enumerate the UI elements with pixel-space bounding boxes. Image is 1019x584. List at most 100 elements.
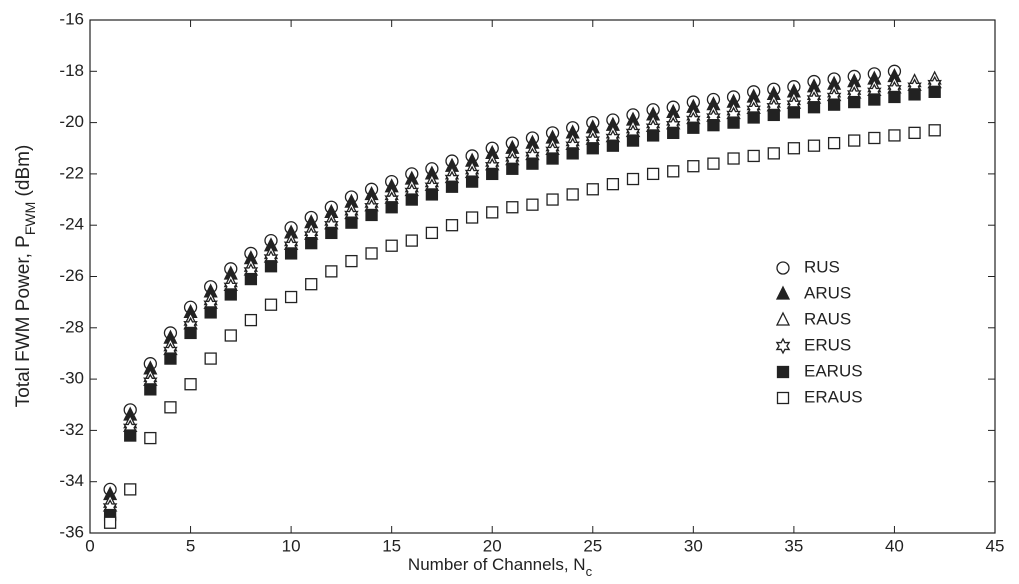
- x-tick-label: 45: [986, 536, 1005, 555]
- point: [365, 208, 378, 222]
- point: [767, 108, 780, 122]
- point: [164, 401, 177, 414]
- point: [526, 198, 539, 211]
- point: [546, 152, 559, 165]
- point: [305, 237, 318, 250]
- x-tick-label: 30: [684, 536, 703, 555]
- point: [325, 226, 338, 240]
- point: [727, 152, 740, 165]
- point: [888, 90, 901, 104]
- point: [707, 157, 720, 170]
- point: [928, 85, 941, 98]
- y-tick-label: -20: [59, 112, 84, 131]
- legend-label: EARUS: [804, 361, 863, 380]
- point: [546, 193, 559, 206]
- point: [124, 429, 137, 442]
- point: [224, 288, 237, 301]
- point: [365, 247, 378, 260]
- point: [264, 298, 278, 311]
- y-tick-label: -36: [59, 522, 84, 541]
- point: [124, 483, 137, 496]
- point: [827, 136, 841, 150]
- y-tick-label: -34: [59, 471, 84, 490]
- legend-symbol: [776, 261, 790, 275]
- point: [727, 116, 740, 129]
- point: [787, 142, 801, 155]
- y-tick-label: -32: [59, 420, 84, 439]
- point: [807, 139, 821, 152]
- y-tick-label: -16: [59, 9, 84, 28]
- point: [486, 167, 499, 181]
- point: [445, 180, 459, 193]
- point: [103, 516, 117, 529]
- point: [345, 254, 358, 268]
- point: [868, 131, 881, 145]
- point: [465, 175, 479, 188]
- point: [586, 183, 599, 196]
- legend-label: ERAUS: [804, 387, 863, 406]
- point: [566, 147, 579, 160]
- legend-symbol: [776, 365, 790, 379]
- point: [224, 329, 237, 342]
- y-tick-label: -28: [59, 317, 84, 336]
- point: [244, 313, 258, 327]
- legend-symbol: [775, 311, 791, 326]
- x-axis-label-text: Number of Channels, N: [408, 555, 586, 574]
- point: [626, 172, 640, 186]
- point: [807, 101, 821, 114]
- y-axis-label: Total FWM Power, PFWM (dBm): [13, 145, 38, 408]
- point: [747, 149, 760, 163]
- point: [144, 383, 157, 396]
- point: [888, 129, 901, 142]
- point: [827, 98, 841, 111]
- point: [164, 352, 177, 365]
- point: [687, 160, 700, 173]
- point: [204, 352, 217, 365]
- point: [908, 126, 921, 140]
- point: [868, 93, 881, 106]
- legend-symbol: [775, 285, 791, 300]
- point: [284, 247, 298, 260]
- x-tick-label: 40: [885, 536, 904, 555]
- point: [687, 121, 700, 134]
- x-tick-label: 5: [186, 536, 195, 555]
- point: [284, 290, 298, 304]
- x-tick-label: 0: [85, 536, 94, 555]
- point: [606, 178, 620, 191]
- y-tick-label: -26: [59, 266, 84, 285]
- point: [264, 260, 278, 273]
- y-axis-label-sub: FWM: [22, 202, 38, 235]
- x-axis-label-sub: c: [586, 564, 593, 579]
- point: [325, 265, 338, 278]
- x-tick-label: 20: [483, 536, 502, 555]
- point: [667, 126, 680, 140]
- point: [848, 95, 861, 109]
- y-axis-label-after: (dBm): [13, 145, 34, 202]
- point: [244, 272, 258, 286]
- point: [144, 431, 157, 445]
- point: [787, 106, 801, 119]
- point: [345, 216, 358, 229]
- point: [445, 219, 459, 232]
- point: [506, 201, 519, 214]
- x-tick-label: 35: [784, 536, 803, 555]
- x-tick-label: 15: [382, 536, 401, 555]
- point: [667, 165, 680, 178]
- point: [566, 188, 579, 201]
- point: [586, 142, 599, 155]
- legend-label: ERUS: [804, 335, 851, 354]
- y-axis-label-text: Total FWM Power, P: [13, 235, 34, 407]
- point: [405, 193, 418, 206]
- legend-label: ARUS: [804, 283, 851, 302]
- y-tick-label: -18: [59, 61, 84, 80]
- y-tick-label: -24: [59, 215, 84, 234]
- point: [606, 139, 620, 152]
- point: [465, 211, 479, 224]
- point: [425, 226, 439, 240]
- legend-label: RAUS: [804, 309, 851, 328]
- point: [305, 278, 318, 291]
- point: [425, 188, 439, 201]
- point: [486, 206, 499, 219]
- point: [767, 147, 780, 160]
